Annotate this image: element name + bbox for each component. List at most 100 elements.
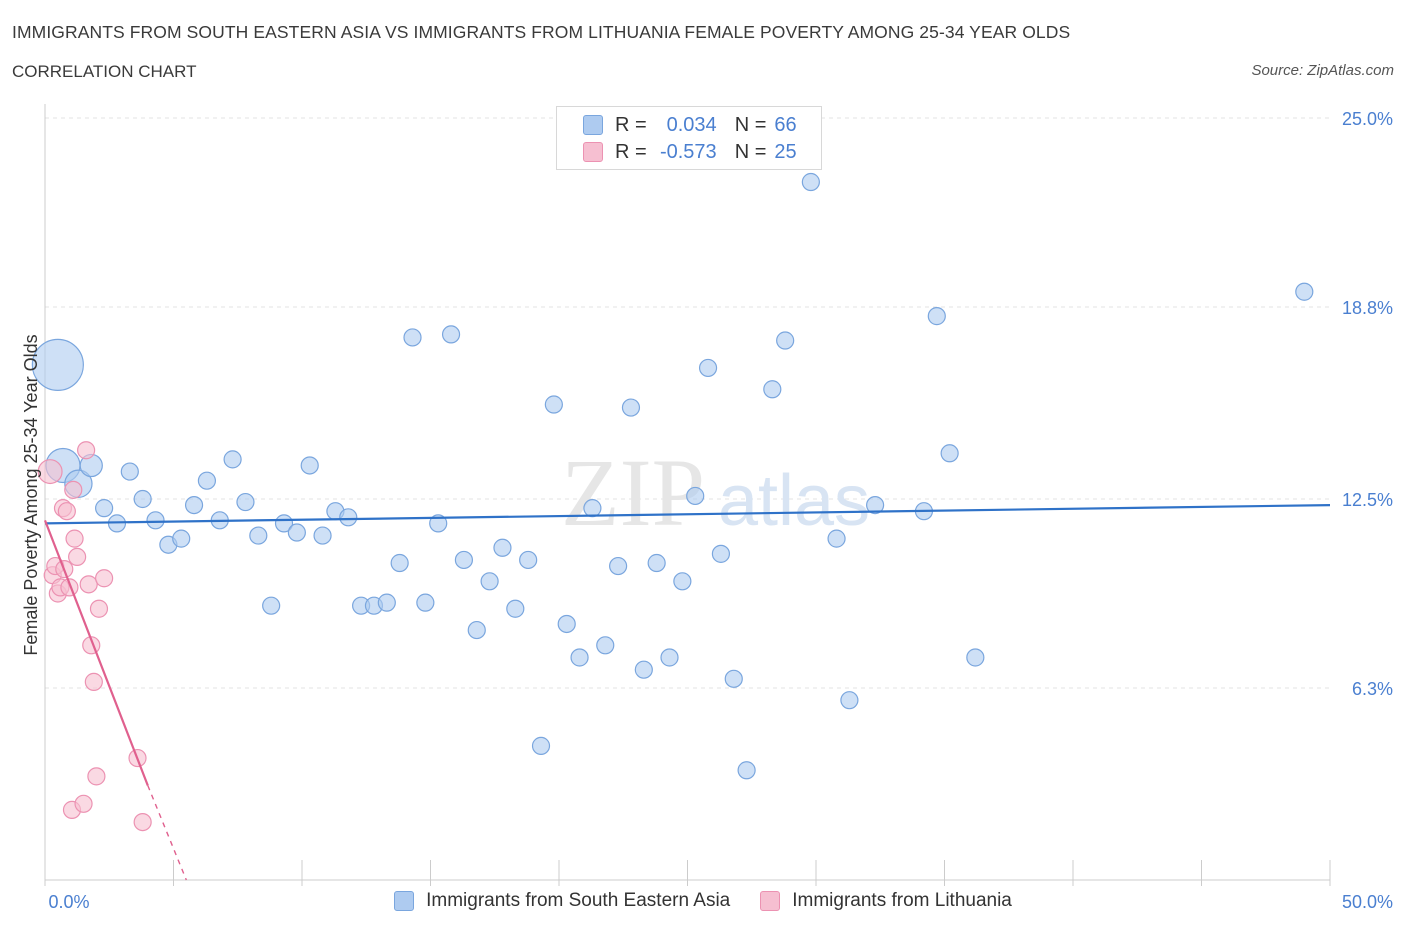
legend-n-label: N =	[734, 113, 767, 136]
sea-point	[172, 529, 191, 548]
series-legend-label-1: Immigrants from South Eastern Asia	[426, 890, 731, 911]
sea-point	[377, 593, 396, 612]
sea-point	[133, 489, 152, 509]
sea-point	[249, 526, 268, 545]
sea-point	[737, 761, 756, 780]
series-swatch-pink	[760, 891, 781, 911]
lithuania-point	[95, 569, 114, 588]
sea-point	[660, 648, 679, 667]
sea-point	[313, 526, 332, 545]
y-axis-label: Female Poverty Among 25-34 Year Olds	[21, 334, 41, 655]
sea-point	[467, 620, 486, 640]
sea-point	[927, 307, 946, 326]
data-points	[31, 172, 1314, 832]
chart-title: IMMIGRANTS FROM SOUTH EASTERN ASIA VS IM…	[12, 22, 1071, 42]
sea-point	[1295, 282, 1314, 301]
tick-labels: 25.0% 18.8% 12.5% 6.3% 0.0% 50.0%	[48, 109, 1393, 912]
sea-point	[583, 499, 602, 518]
sea-point	[596, 636, 615, 655]
sea-point	[262, 596, 281, 615]
lithuania-point	[57, 502, 76, 521]
watermark-atlas: atlas	[718, 461, 870, 541]
sea-point	[441, 325, 461, 344]
y-tick-label: 18.8%	[1342, 298, 1393, 318]
sea-point	[686, 486, 705, 506]
sea-point	[223, 450, 242, 469]
legend-n-value-1: 66	[774, 113, 797, 136]
sea-point	[339, 508, 358, 527]
axes	[44, 104, 1331, 886]
lithuania-point	[74, 794, 93, 813]
sea-point	[300, 456, 319, 475]
series-swatch-blue	[394, 891, 415, 911]
sea-point	[184, 495, 204, 515]
watermark: ZIP atlas	[561, 439, 870, 546]
legend-n-value-2: 25	[774, 140, 797, 163]
lithuania-point	[133, 812, 152, 832]
lithuania-point	[68, 547, 87, 567]
lithuania-point	[65, 529, 84, 548]
y-tick-label: 12.5%	[1342, 490, 1393, 510]
legend-r-value-2: -0.573	[659, 140, 717, 163]
series-legend-label-2: Immigrants from Lithuania	[792, 890, 1012, 911]
lithuania-trend-extension	[147, 785, 187, 881]
watermark-zip: ZIP	[561, 439, 705, 546]
x-tick-label-max: 50.0%	[1342, 892, 1393, 912]
sea-point	[454, 550, 474, 570]
sea-point	[940, 444, 959, 463]
sea-point	[95, 499, 114, 518]
sea-point	[570, 648, 589, 667]
sea-point	[31, 338, 84, 391]
legend-r-label: R =	[615, 140, 647, 163]
sea-point	[866, 495, 885, 515]
sea-point	[711, 544, 731, 563]
sea-point	[197, 471, 217, 490]
sea-trend-line	[44, 503, 1331, 525]
sea-point	[480, 572, 499, 591]
legend-r-label: R =	[615, 113, 647, 136]
sea-point	[403, 328, 422, 347]
sea-point	[287, 523, 306, 542]
lithuania-trend-line	[43, 519, 149, 786]
sea-point	[634, 660, 653, 679]
sea-point	[236, 492, 255, 512]
sea-point	[506, 599, 525, 618]
sea-point	[557, 614, 576, 634]
legend-row-lithuania: R = -0.573 N = 25	[583, 138, 797, 166]
sea-point	[544, 395, 563, 414]
correlation-legend: R = 0.034 N = 66 R = -0.573 N = 25	[556, 106, 822, 170]
lithuania-point	[77, 441, 96, 460]
sea-point	[698, 358, 718, 378]
legend-swatch-blue	[583, 115, 603, 135]
legend-n-label: N =	[734, 140, 767, 163]
sea-point	[120, 462, 139, 481]
sea-point	[493, 538, 512, 557]
sea-point	[827, 529, 846, 548]
sea-point	[621, 398, 641, 417]
sea-point	[840, 691, 859, 710]
source-credit: Source: ZipAtlas.com	[1251, 62, 1394, 79]
sea-point	[673, 572, 692, 591]
sea-point	[966, 648, 985, 667]
series-legend: Immigrants from South Eastern Asia Immig…	[0, 890, 1406, 912]
sea-point	[763, 380, 782, 399]
sea-point	[801, 172, 820, 192]
sea-point	[146, 511, 165, 530]
sea-point	[390, 553, 409, 573]
lithuania-point	[87, 767, 106, 786]
sea-point	[519, 550, 538, 570]
chart-subtitle: CORRELATION CHART	[12, 62, 197, 81]
sea-point	[429, 514, 448, 533]
lithuania-point	[64, 480, 83, 499]
sea-point	[609, 556, 628, 576]
lithuania-point	[37, 459, 63, 485]
lithuania-point	[89, 599, 109, 618]
x-tick-label-min: 0.0%	[48, 892, 89, 912]
sea-point	[531, 736, 551, 755]
sea-point	[647, 553, 666, 573]
sea-point	[776, 331, 795, 350]
series-legend-item-lithuania[interactable]: Immigrants from Lithuania	[760, 890, 1012, 912]
y-tick-label: 6.3%	[1352, 679, 1393, 699]
lithuania-point	[79, 575, 98, 594]
series-legend-item-south-eastern-asia[interactable]: Immigrants from South Eastern Asia	[394, 890, 730, 912]
